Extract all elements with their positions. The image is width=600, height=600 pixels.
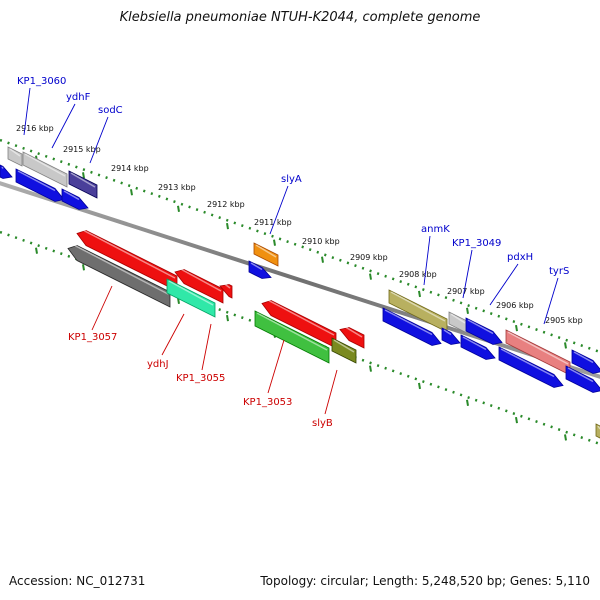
kbp-tick-mark	[226, 314, 229, 322]
kbp-tick-mark	[418, 382, 421, 390]
kbp-tick-mark	[35, 247, 38, 254]
topology-label: Topology: circular; Length: 5,248,520 bp…	[260, 574, 590, 588]
kbp-tick-label: 2911 kbp	[254, 218, 292, 227]
kbp-ticks: 2916 kbp 2915 kbp 2914 kbp 2913 kbp 2912 kbp…	[16, 124, 583, 441]
gene-label-tyrS: tyrS	[543, 266, 569, 325]
kbp-tick-mark	[466, 307, 469, 315]
gene-label-text: pdxH	[507, 252, 533, 263]
gene-feature-red[interactable]	[219, 281, 233, 299]
kbp-tick-mark	[321, 256, 324, 263]
kbp-tick-mark	[515, 324, 518, 332]
kbp-tick-mark	[369, 273, 372, 280]
gene-features[interactable]	[0, 146, 600, 439]
gene-label-text: KP1_3055	[176, 373, 225, 384]
gene-feature-blue[interactable]	[565, 365, 600, 393]
gene-feature-blue[interactable]	[0, 164, 13, 179]
kbp-tick-mark	[130, 189, 133, 196]
kbp-tick-label: 2913 kbp	[158, 183, 196, 192]
gene-label-ydhF: ydhF	[51, 92, 91, 149]
genome-backbone	[0, 181, 600, 379]
gene-feature-blue[interactable]	[248, 260, 272, 279]
accession-label: Accession: NC_012731	[9, 574, 146, 588]
gene-label-text: slyB	[312, 418, 333, 429]
gene-label-ydhJ: ydhJ	[147, 313, 185, 370]
kbp-tick-label: 2912 kbp	[207, 200, 245, 209]
gene-label-text: tyrS	[549, 266, 569, 277]
gene-feature-blue[interactable]	[61, 188, 89, 210]
gene-label-text: ydhJ	[147, 359, 169, 370]
gene-label-text: KP1_3057	[68, 332, 117, 343]
page-title: Klebsiella pneumoniae NTUH-K2044, comple…	[119, 10, 481, 25]
kbp-tick-label: 2905 kbp	[545, 316, 583, 325]
gene-feature-gray[interactable]	[7, 146, 23, 167]
kbp-tick-mark	[564, 342, 567, 349]
gene-label-text: anmK	[421, 224, 450, 235]
kbp-tick-label: 2914 kbp	[111, 164, 149, 173]
gene-label-text: sodC	[98, 105, 123, 116]
gene-label-KP1_3060: KP1_3060	[17, 76, 66, 136]
kbp-tick-label: 2907 kbp	[447, 287, 485, 296]
gene-feature-ydhJ[interactable]	[166, 278, 216, 318]
gene-feature-red[interactable]	[339, 324, 365, 349]
kbp-tick-label: 2916 kbp	[16, 124, 54, 133]
kbp-tick-mark	[418, 290, 421, 298]
gene-label-KP1_3057: KP1_3057	[68, 285, 117, 343]
gene-feature-gray[interactable]	[448, 311, 468, 334]
gene-label-sodC: sodC	[89, 105, 123, 164]
gene-label-KP1_3053: KP1_3053	[243, 339, 292, 408]
gene-label-text: KP1_3060	[17, 76, 66, 87]
gene-feature-slyB[interactable]	[331, 337, 357, 364]
kbp-tick-label: 2915 kbp	[63, 145, 101, 154]
kbp-tick-mark	[515, 416, 518, 424]
gene-feature-blue[interactable]	[498, 346, 564, 388]
gene-feature-KP1_3057[interactable]	[67, 242, 171, 308]
gene-feature-pdxH[interactable]	[465, 317, 503, 345]
gene-feature-KP1_3053[interactable]	[261, 297, 337, 349]
gene-feature-red[interactable]	[174, 266, 224, 304]
gene-feature-red[interactable]	[76, 227, 178, 292]
gene-feature-blue[interactable]	[15, 168, 65, 202]
gene-feature-ydhF[interactable]	[22, 151, 68, 188]
kbp-tick-mark	[82, 172, 85, 179]
gene-feature-khaki[interactable]	[595, 423, 600, 439]
gene-label-text: slyA	[281, 174, 302, 185]
gene-label-text: KP1_3053	[243, 397, 292, 408]
gene-label-text: ydhF	[66, 92, 91, 103]
kbp-tick-label: 2906 kbp	[496, 301, 534, 310]
kbp-tick-label: 2909 kbp	[350, 253, 388, 262]
kbp-tick-mark	[177, 205, 180, 212]
gene-label-KP1_3049: KP1_3049	[452, 238, 501, 299]
gene-label-pdxH: pdxH	[489, 252, 533, 306]
kbp-tick-label: 2908 kbp	[399, 270, 437, 279]
gene-label-anmK: anmK	[421, 224, 450, 286]
gene-feature-blue[interactable]	[460, 334, 496, 360]
gene-label-slyA: slyA	[269, 174, 302, 235]
kbp-tick-mark	[273, 239, 276, 246]
gene-feature-green[interactable]	[254, 310, 330, 364]
kbp-tick-mark	[369, 365, 372, 372]
gene-label-text: KP1_3049	[452, 238, 501, 249]
kbp-tick-mark	[466, 399, 469, 407]
gene-feature-KP1_3049[interactable]	[441, 327, 461, 345]
gene-feature-slyA[interactable]	[253, 242, 279, 267]
gene-label-slyB: slyB	[312, 369, 338, 429]
gene-feature-blue[interactable]	[571, 349, 600, 374]
kbp-tick-mark	[564, 434, 567, 441]
kbp-tick-mark	[82, 264, 85, 271]
gene-label-KP1_3055: KP1_3055	[176, 323, 225, 384]
kbp-tick-label: 2910 kbp	[302, 237, 340, 246]
gene-feature-blue[interactable]	[382, 307, 442, 346]
gene-feature-sodC[interactable]	[68, 170, 98, 199]
kbp-tick-mark	[226, 222, 229, 230]
